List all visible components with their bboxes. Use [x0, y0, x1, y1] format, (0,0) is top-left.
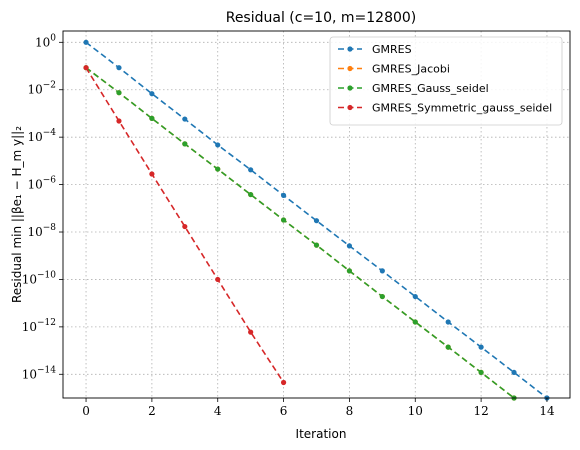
data-point — [280, 192, 287, 198]
data-point — [248, 329, 254, 335]
x-tick-label: 12 — [473, 404, 488, 418]
legend-item: GMRES_Gauss_seidel — [338, 82, 489, 95]
y-tick-label: 10−6 — [27, 176, 56, 192]
y-tick-label: 10−4 — [27, 128, 56, 144]
x-axis-label: Iteration — [296, 427, 347, 441]
chart-title: Residual (c=10, m=12800) — [226, 10, 417, 26]
x-tick-label: 2 — [148, 404, 156, 418]
data-point — [511, 369, 517, 376]
legend-label: GMRES_Jacobi — [372, 63, 450, 76]
legend-item: GMRES_Jacobi — [338, 63, 450, 76]
data-point — [248, 191, 254, 198]
legend-swatch-marker — [347, 104, 353, 111]
legend-label: GMRES_Gauss_seidel — [372, 82, 489, 95]
x-tick-label: 10 — [408, 404, 423, 418]
data-point — [280, 379, 287, 386]
data-point — [346, 268, 353, 274]
legend-item: GMRES_Symmetric_gauss_seidel — [338, 102, 552, 115]
y-tick-label: 10−14 — [22, 365, 57, 381]
data-point — [182, 141, 188, 147]
data-point — [445, 319, 451, 325]
data-point — [478, 344, 484, 350]
data-point — [182, 223, 188, 230]
series-0 — [83, 39, 550, 401]
legend-item: GMRES — [338, 43, 412, 56]
data-point — [215, 166, 221, 172]
x-tick-label: 0 — [82, 404, 90, 418]
x-tick-label: 14 — [539, 404, 555, 418]
legend-swatch-marker — [347, 65, 353, 72]
legend-swatch-marker — [347, 85, 353, 91]
y-tick-label: 100 — [35, 33, 56, 49]
data-point — [116, 65, 122, 71]
axis-ticks: 0 2 4 6 8 10 12 14 100 10−2 10−4 10−6 10−8 10−10 10−12… — [22, 33, 555, 418]
data-point — [313, 218, 320, 224]
data-point — [149, 171, 155, 177]
data-point — [149, 115, 155, 121]
x-tick-label: 6 — [280, 404, 288, 418]
data-point — [215, 276, 221, 283]
series-3 — [83, 65, 287, 386]
data-point — [379, 293, 385, 300]
data-point — [478, 369, 484, 376]
data-point — [412, 293, 418, 300]
legend: GMRES GMRES_Jacobi GMRES_Gauss_seidel GMRES… — [329, 36, 563, 126]
data-point — [412, 319, 418, 325]
series-line — [85, 41, 548, 399]
y-tick-label: 10−10 — [22, 270, 57, 286]
series-layer — [83, 39, 550, 401]
x-tick-label: 8 — [346, 404, 354, 418]
data-point — [215, 142, 221, 148]
data-point — [280, 217, 287, 223]
data-point — [116, 90, 122, 96]
legend-label: GMRES_Symmetric_gauss_seidel — [372, 102, 552, 115]
data-point — [116, 118, 122, 124]
y-tick-label: 10−12 — [22, 318, 56, 334]
data-point — [379, 268, 385, 274]
data-point — [346, 243, 353, 249]
data-point — [182, 116, 188, 122]
y-axis-label: Residual min ||βe₁ − H_m y||₂ — [10, 126, 24, 303]
data-point — [313, 242, 320, 248]
data-point — [445, 344, 451, 350]
legend-box — [329, 36, 563, 126]
series-line — [85, 67, 515, 399]
data-point — [83, 39, 89, 45]
data-point — [149, 91, 155, 97]
legend-label: GMRES — [372, 43, 412, 56]
y-tick-label: 10−2 — [27, 81, 56, 97]
data-point — [248, 167, 254, 173]
data-point — [83, 65, 89, 71]
legend-swatch-marker — [347, 46, 353, 52]
plot-frame — [62, 30, 571, 399]
y-tick-label: 10−8 — [27, 223, 56, 239]
x-tick-label: 4 — [214, 404, 222, 418]
